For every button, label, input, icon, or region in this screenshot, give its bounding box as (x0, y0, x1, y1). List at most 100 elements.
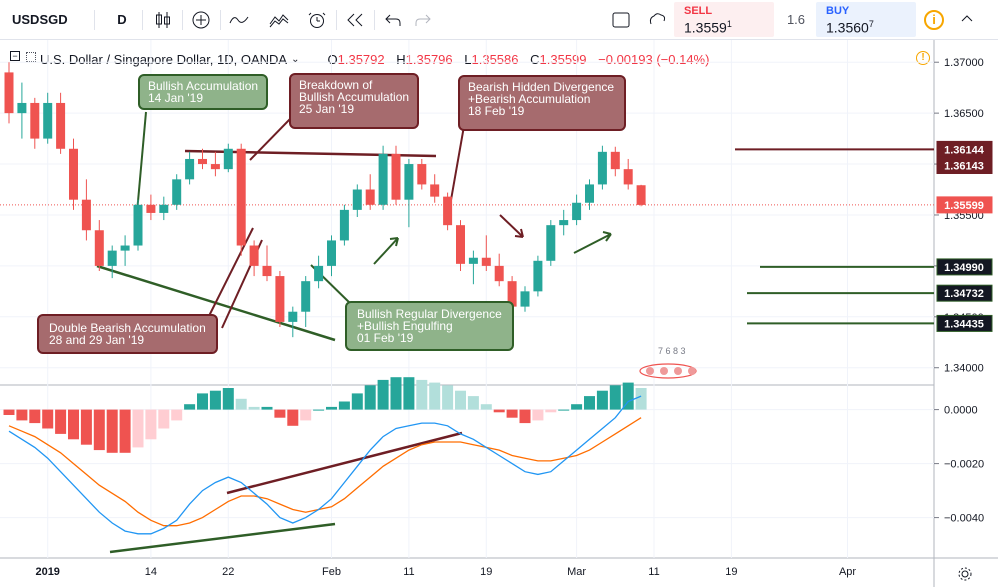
candle-body (198, 158, 207, 165)
candle-body (210, 164, 220, 170)
candle-body (4, 72, 14, 114)
up-arrow (573, 231, 612, 254)
candle-body (81, 199, 91, 231)
collapse-legend-icon[interactable]: − (10, 51, 20, 61)
toolbar-divider (142, 10, 143, 30)
macd-histogram-bar (455, 390, 466, 410)
up-arrow (373, 237, 399, 265)
macd-histogram-bar (622, 382, 634, 410)
price-level-label: 1.36143 (944, 160, 984, 172)
candle-body (236, 148, 246, 246)
axes: 1.370001.365001.360001.355001.350001.345… (35, 57, 993, 578)
candle-body (327, 240, 336, 266)
candle-body (30, 102, 40, 139)
price-levels (0, 148, 934, 325)
annotation-bullish-regular-divergence[interactable]: Bullish Regular Divergence +Bullish Engu… (345, 301, 514, 351)
annotation-bearish-hidden-divergence[interactable]: Bearish Hidden Divergence +Bearish Accum… (458, 75, 627, 131)
candle-body (391, 153, 401, 200)
legend-dropdown-icon[interactable]: ⌄ (291, 53, 300, 65)
candle-body (352, 189, 362, 210)
add-icon[interactable] (190, 8, 212, 32)
macd-histogram-bar (235, 398, 247, 410)
candle-body (314, 265, 324, 282)
price-candles (4, 62, 646, 338)
watermark-logo-icon (639, 363, 697, 379)
candle-body (456, 225, 465, 264)
snapshot-icon[interactable] (646, 8, 668, 32)
time-tick-label: 22 (222, 566, 234, 578)
replay-icon[interactable] (344, 8, 366, 32)
price-tick-label: 1.36500 (944, 108, 984, 120)
macd-histogram-bar (442, 385, 454, 410)
macd-histogram-bar (287, 409, 299, 426)
annotation-double-bearish-accumulation[interactable]: Double Bearish Accumulation 28 and 29 Ja… (37, 314, 218, 354)
candle-body (481, 257, 491, 266)
settings-grip-icon[interactable] (26, 52, 36, 62)
legend-title[interactable]: U.S. Dollar / Singapore Dollar, 1D, OAND… (40, 51, 288, 67)
macd-histogram-bar (338, 401, 350, 410)
candle-body (69, 148, 78, 200)
price-level-label: 1.35599 (944, 200, 984, 212)
time-tick-label: 2019 (35, 566, 59, 578)
candle-body (572, 202, 582, 221)
annotation-breakdown[interactable]: Breakdown of Bullish Accumulation 25 Jan… (289, 73, 420, 129)
alert-icon[interactable] (306, 8, 328, 32)
macd-histogram-bar (584, 396, 595, 410)
symbol-search[interactable]: USDSGD (12, 12, 68, 27)
interval-button[interactable]: D (117, 12, 127, 27)
macd-histogram-bar (571, 404, 583, 410)
candle-body (520, 291, 530, 307)
annotation-bullish-accumulation[interactable]: Bullish Accumulation 14 Jan '19 (138, 74, 269, 110)
indicators-icon[interactable] (228, 8, 250, 32)
macd-histogram-bar (42, 409, 54, 429)
buy-label: BUY (826, 5, 850, 17)
candle-body (185, 158, 195, 180)
price-level-label: 1.34990 (944, 262, 984, 274)
price-level-badge (936, 258, 993, 276)
undo-icon[interactable] (382, 8, 404, 32)
redo-icon[interactable] (412, 8, 434, 32)
candle-body (339, 209, 349, 241)
callout-pointer (249, 117, 292, 161)
candle-body (468, 257, 478, 264)
time-tick-label: 19 (480, 566, 492, 578)
candle-body (404, 164, 414, 200)
macd-hidden-divergence-line[interactable] (226, 431, 463, 495)
alert-warning-icon[interactable]: ! (916, 51, 930, 65)
macd-histogram-bar (429, 382, 441, 410)
candle-body (159, 204, 169, 213)
info-icon[interactable]: i (924, 10, 944, 30)
callout-pointer (450, 125, 465, 201)
macd-histogram-bar (635, 388, 647, 410)
sell-button[interactable]: SELL 1.35591 (674, 2, 774, 37)
candle-body (249, 245, 259, 266)
collapse-icon[interactable] (958, 6, 976, 30)
macd-histogram-bar (558, 409, 570, 411)
macd-histogram-bar (132, 409, 144, 448)
macd-regular-divergence-line[interactable] (109, 522, 336, 554)
candle-body (262, 265, 272, 277)
candle-body (17, 102, 27, 114)
candle-body (301, 281, 311, 312)
settings-gear-icon[interactable] (957, 566, 973, 582)
fullscreen-icon[interactable] (610, 8, 632, 32)
candle-body (43, 102, 53, 139)
high-label: H (396, 51, 406, 67)
close-value: 1.35599 (539, 51, 587, 67)
chart-canvas[interactable]: 1.370001.365001.360001.355001.350001.345… (0, 40, 998, 587)
time-tick-label: 14 (145, 566, 157, 578)
macd-histogram-bar (416, 379, 428, 410)
macd-histogram-bar (351, 393, 363, 410)
macd-histogram-bar (106, 409, 118, 453)
buy-price: 1.35607 (826, 19, 874, 36)
candle-body (365, 189, 375, 205)
macd-histogram-bar (377, 379, 389, 410)
top-toolbar: USDSGD D SELL 1.35591 1.6 BUY 1.35607 (0, 0, 998, 40)
candle-body (94, 230, 104, 266)
macd-histogram-bar (3, 409, 15, 415)
macd-histogram-bar (145, 409, 157, 440)
macd-histogram-bar (55, 409, 67, 434)
candles-icon[interactable] (152, 8, 174, 32)
compare-icon[interactable] (268, 8, 290, 32)
buy-button[interactable]: BUY 1.35607 (816, 2, 916, 37)
